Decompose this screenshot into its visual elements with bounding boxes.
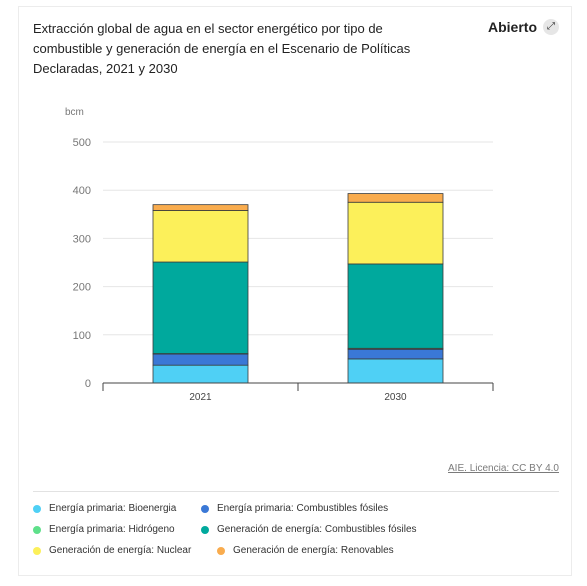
legend-item[interactable]: Generación de energía: Renovables — [217, 545, 394, 556]
legend-item[interactable]: Energía primaria: Hidrógeno — [33, 524, 175, 535]
bar-segment[interactable] — [347, 201, 444, 265]
bar-segment[interactable] — [347, 358, 444, 384]
bar-segment[interactable] — [152, 261, 249, 354]
bar-segment[interactable] — [152, 210, 249, 263]
legend-label: Energía primaria: Bioenergia — [49, 503, 177, 514]
legend-swatch — [33, 525, 41, 534]
legend-label: Generación de energía: Nuclear — [49, 545, 192, 556]
chart-title: Extracción global de agua en el sector e… — [33, 21, 411, 76]
legend-swatch — [201, 504, 209, 513]
legend-label: Energía primaria: Hidrógeno — [49, 524, 175, 535]
legend-item[interactable]: Energía primaria: Bioenergia — [33, 503, 176, 514]
bar-segment[interactable] — [347, 193, 444, 203]
y-tick-label: 200 — [73, 282, 91, 294]
open-button-label: Abierto — [488, 19, 537, 35]
y-tick-label: 400 — [73, 185, 91, 197]
y-tick-label: 100 — [73, 330, 91, 342]
y-tick-label: 300 — [73, 233, 91, 245]
bar-segment[interactable] — [152, 204, 249, 211]
legend-item[interactable]: Generación de energía: Combustibles fósi… — [201, 524, 417, 535]
legend-item[interactable]: Energía primaria: Combustibles fósiles — [201, 503, 388, 514]
legend-label: Energía primaria: Combustibles fósiles — [217, 503, 389, 514]
legend-divider — [33, 491, 559, 492]
open-button[interactable]: Abierto ⤢ — [488, 19, 559, 35]
legend-item[interactable]: Generación de energía: Nuclear — [33, 545, 191, 556]
legend-swatch — [217, 546, 225, 555]
license-link[interactable]: AIE. Licencia: CC BY 4.0 — [448, 463, 559, 474]
bar-segment[interactable] — [347, 348, 444, 360]
x-tick-label: 2021 — [189, 392, 212, 403]
y-tick-label: 0 — [85, 378, 91, 390]
y-axis-unit-label: bcm — [65, 107, 84, 118]
legend-swatch — [201, 525, 209, 534]
bar-segment[interactable] — [152, 364, 249, 384]
legend-label: Generación de energía: Combustibles fósi… — [217, 524, 417, 535]
legend-label: Generación de energía: Renovables — [233, 545, 394, 556]
bar-segment[interactable] — [347, 263, 444, 349]
bar-chart: bcm 0 100 200 300 400 500 2021 2030 — [65, 107, 494, 403]
bar-segment[interactable] — [152, 353, 249, 366]
chart-card: Extracción global de agua en el sector e… — [18, 6, 572, 576]
legend-swatch — [33, 546, 41, 555]
y-tick-label: 500 — [73, 137, 91, 149]
expand-icon: ⤢ — [543, 19, 559, 35]
legend-swatch — [33, 504, 41, 513]
x-tick-label: 2030 — [384, 392, 407, 403]
